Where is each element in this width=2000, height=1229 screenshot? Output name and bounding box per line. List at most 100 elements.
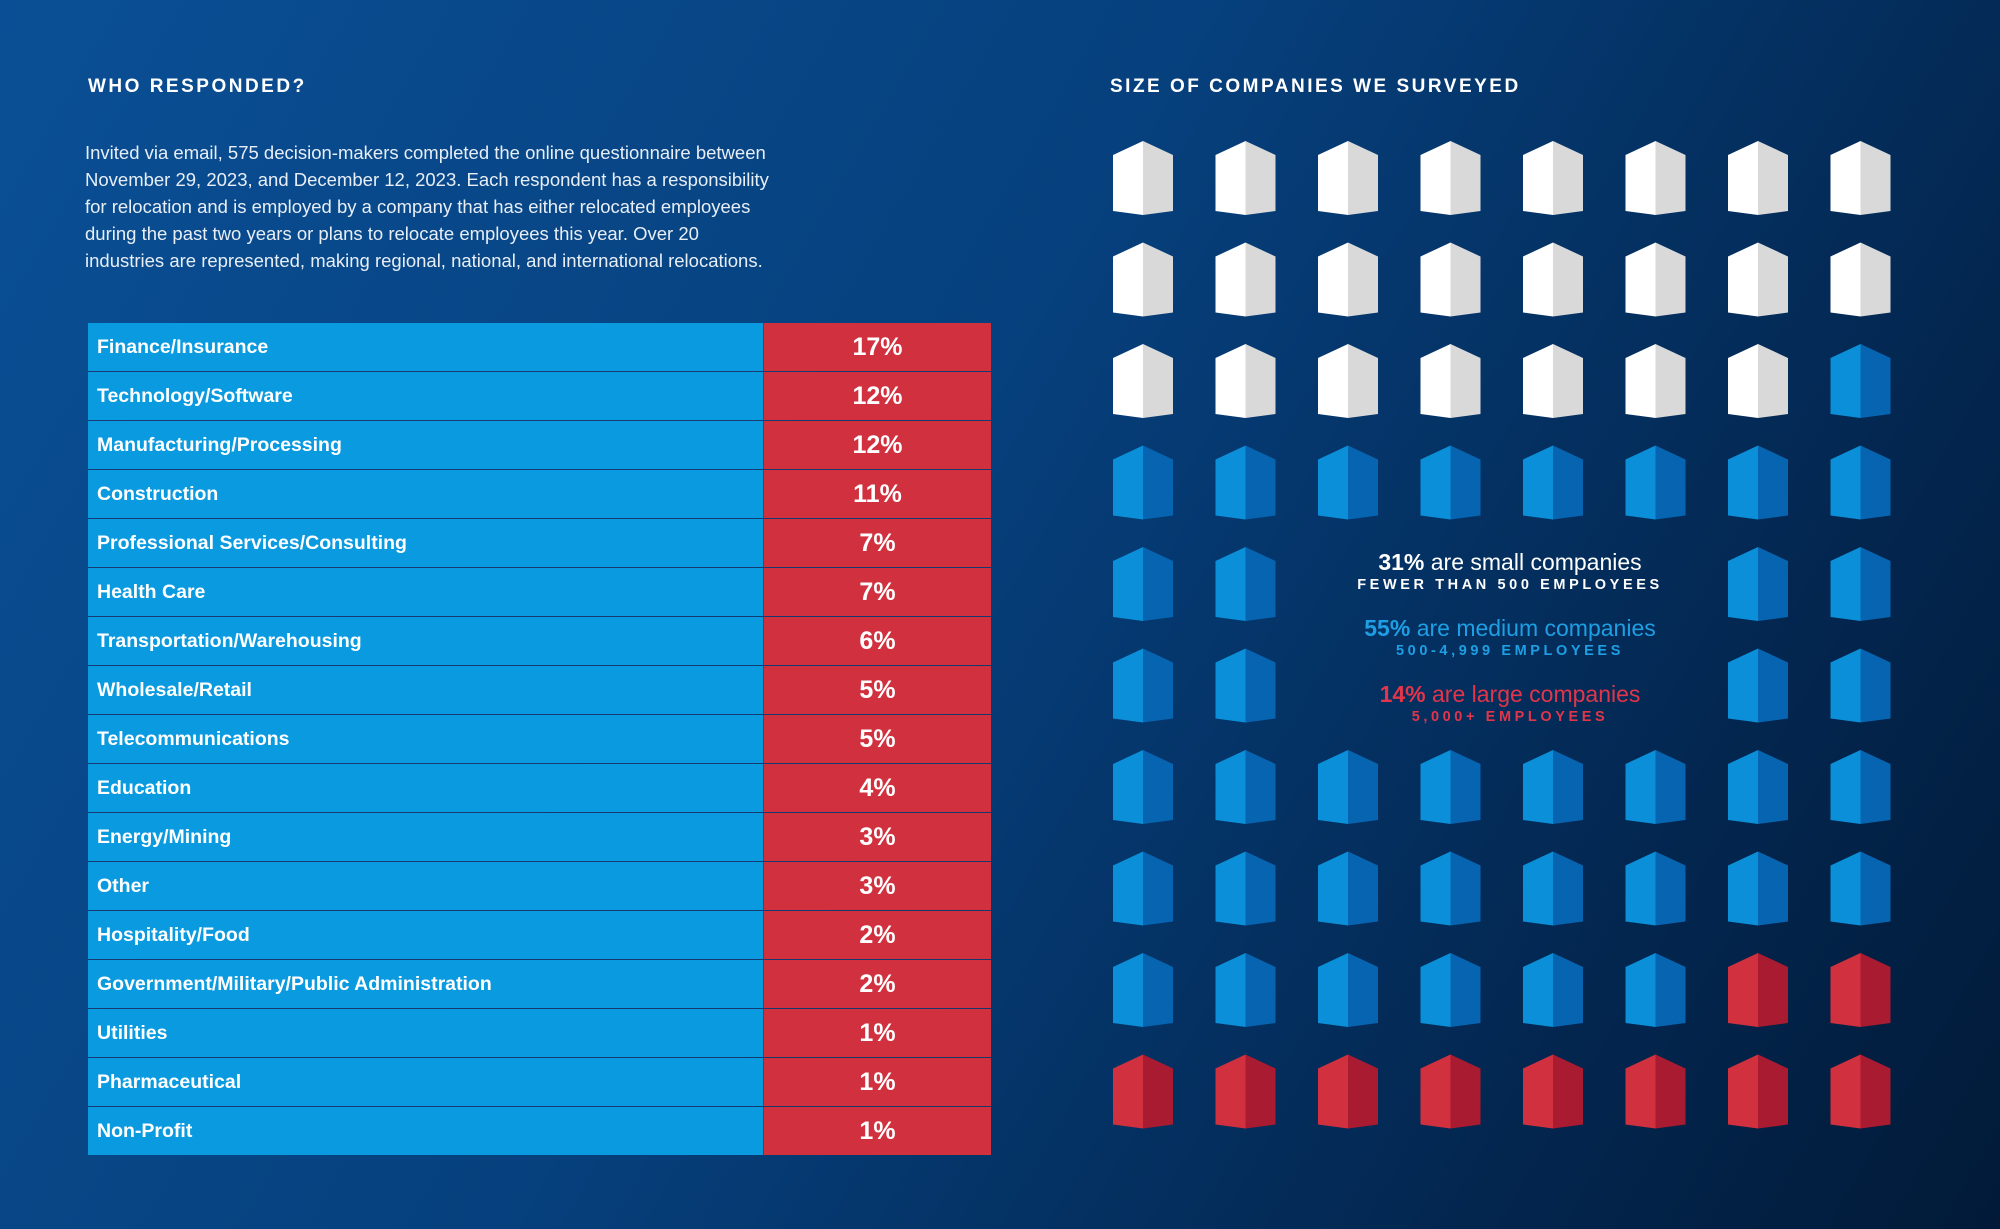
small-company-icon (1215, 141, 1276, 215)
industry-label: Telecommunications (88, 715, 764, 763)
table-row: Utilities 1% (88, 1009, 991, 1058)
medium-company-icon (1420, 750, 1481, 824)
table-row: Transportation/Warehousing 6% (88, 617, 991, 666)
table-row: Pharmaceutical 1% (88, 1058, 991, 1107)
medium-company-icon (1318, 953, 1378, 1027)
medium-company-icon (1420, 851, 1481, 926)
legend-small: 31% are small companies FEWER THAN 500 E… (1300, 548, 1720, 593)
medium-company-icon (1625, 445, 1686, 520)
intro-paragraph: Invited via email, 575 decision-makers c… (85, 142, 769, 271)
table-row: Wholesale/Retail 5% (88, 666, 991, 715)
medium-company-icon (1523, 851, 1583, 926)
small-company-icon (1318, 141, 1378, 215)
industry-label: Energy/Mining (88, 813, 764, 861)
large-percent: 14% (1379, 681, 1426, 707)
medium-company-icon (1318, 750, 1378, 824)
industry-percent: 7% (764, 519, 991, 567)
industry-percent: 6% (764, 617, 991, 665)
industry-table: Finance/Insurance 17% Technology/Software 1… (88, 323, 991, 1155)
industry-label: Government/Military/Public Administratio… (88, 960, 764, 1008)
small-company-icon (1113, 344, 1173, 418)
large-company-icon (1728, 1054, 1788, 1129)
table-row: Finance/Insurance 17% (88, 323, 991, 372)
large-company-icon (1728, 953, 1788, 1027)
small-company-icon (1830, 141, 1891, 215)
industry-percent: 2% (764, 960, 991, 1008)
small-company-icon (1420, 141, 1481, 215)
medium-company-icon (1113, 547, 1173, 621)
large-text: are large companies (1432, 681, 1641, 707)
medium-company-icon (1830, 851, 1891, 926)
medium-company-icon (1318, 851, 1378, 926)
large-subtitle: 5,000+ EMPLOYEES (1411, 709, 1609, 725)
industry-label: Construction (88, 470, 764, 518)
medium-company-icon (1113, 851, 1173, 926)
medium-company-icon (1215, 851, 1276, 926)
large-company-icon (1830, 1054, 1891, 1129)
medium-company-icon (1113, 953, 1173, 1027)
industry-label: Technology/Software (88, 372, 764, 420)
table-row: Non-Profit 1% (88, 1107, 991, 1155)
medium-company-icon (1215, 953, 1276, 1027)
small-company-icon (1318, 344, 1378, 418)
medium-company-icon (1113, 648, 1173, 723)
industry-label: Professional Services/Consulting (88, 519, 764, 567)
industry-percent: 3% (764, 813, 991, 861)
industry-label: Manufacturing/Processing (88, 421, 764, 469)
who-responded-heading: WHO RESPONDED? (88, 76, 307, 97)
table-row: Other 3% (88, 862, 991, 911)
medium-company-icon (1728, 750, 1788, 824)
industry-label: Finance/Insurance (88, 323, 764, 371)
small-company-icon (1625, 141, 1686, 215)
medium-company-icon (1830, 547, 1891, 621)
table-row: Technology/Software 12% (88, 372, 991, 421)
table-row: Construction 11% (88, 470, 991, 519)
industry-percent: 4% (764, 764, 991, 812)
industry-percent: 5% (764, 715, 991, 763)
medium-company-icon (1215, 750, 1276, 824)
table-row: Energy/Mining 3% (88, 813, 991, 862)
table-row: Government/Military/Public Administratio… (88, 960, 991, 1009)
industry-label: Utilities (88, 1009, 764, 1057)
small-company-icon (1113, 141, 1173, 215)
small-company-icon (1113, 242, 1173, 317)
large-company-icon (1215, 1054, 1276, 1129)
medium-company-icon (1728, 445, 1788, 520)
large-company-icon (1625, 1054, 1686, 1129)
industry-percent: 2% (764, 911, 991, 959)
industry-percent: 1% (764, 1107, 991, 1155)
medium-company-icon (1625, 750, 1686, 824)
medium-company-icon (1523, 953, 1583, 1027)
medium-company-icon (1215, 547, 1276, 621)
industry-percent: 17% (764, 323, 991, 371)
medium-company-icon (1420, 445, 1481, 520)
legend-medium: 55% are medium companies 500-4,999 EMPLO… (1300, 614, 1720, 659)
table-row: Manufacturing/Processing 12% (88, 421, 991, 470)
medium-text: are medium companies (1416, 615, 1656, 641)
industry-percent: 12% (764, 372, 991, 420)
medium-company-icon (1113, 445, 1173, 520)
small-company-icon (1420, 344, 1481, 418)
medium-company-icon (1830, 445, 1891, 520)
industry-percent: 1% (764, 1058, 991, 1106)
medium-company-icon (1625, 953, 1686, 1027)
small-company-icon (1215, 344, 1276, 418)
table-row: Professional Services/Consulting 7% (88, 519, 991, 568)
small-company-icon (1625, 242, 1686, 317)
large-company-icon (1318, 1054, 1378, 1129)
industry-percent: 1% (764, 1009, 991, 1057)
industry-label: Hospitality/Food (88, 911, 764, 959)
industry-label: Transportation/Warehousing (88, 617, 764, 665)
medium-company-icon (1728, 547, 1788, 621)
medium-company-icon (1830, 750, 1891, 824)
table-row: Hospitality/Food 2% (88, 911, 991, 960)
medium-company-icon (1215, 648, 1276, 723)
large-company-icon (1113, 1054, 1173, 1129)
industry-percent: 3% (764, 862, 991, 910)
large-company-icon (1523, 1054, 1583, 1129)
small-text: are small companies (1430, 549, 1642, 575)
small-percent: 31% (1378, 549, 1425, 575)
small-company-icon (1523, 141, 1583, 215)
table-row: Telecommunications 5% (88, 715, 991, 764)
industry-label: Education (88, 764, 764, 812)
